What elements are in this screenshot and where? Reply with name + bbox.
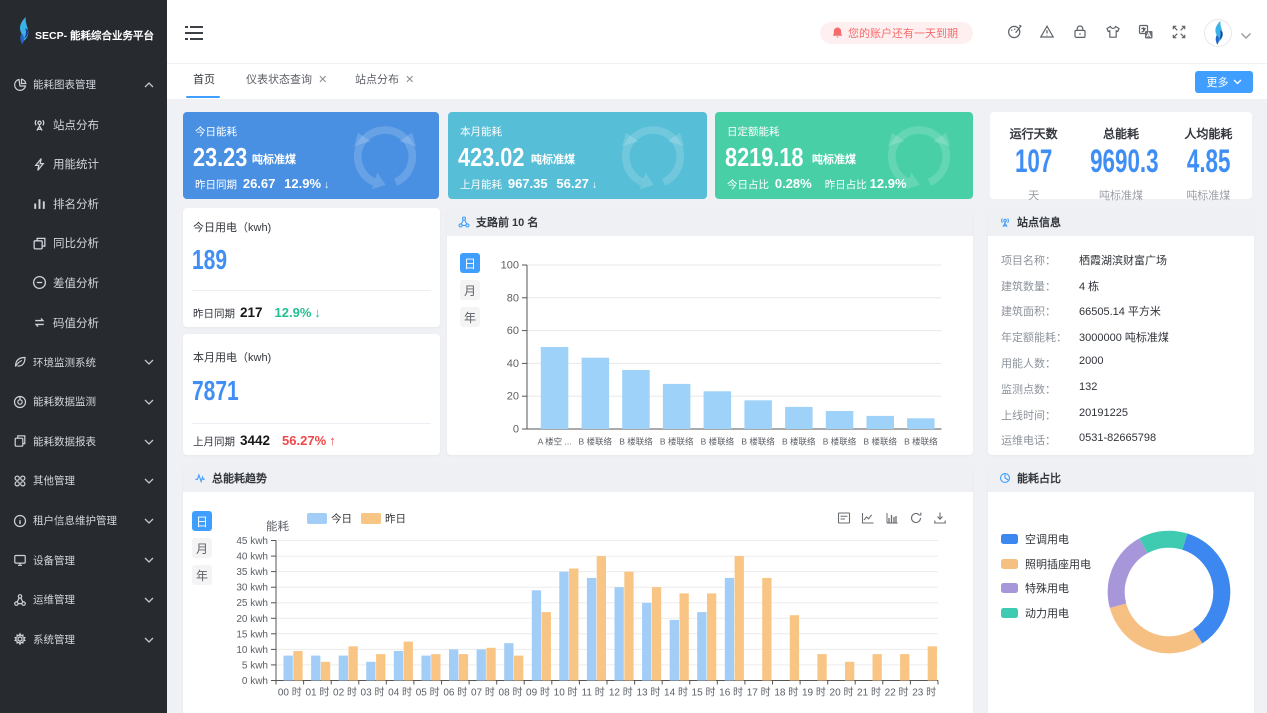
svg-text:B 楼联络: B 楼联络 <box>741 437 775 447</box>
svg-text:40: 40 <box>507 358 519 370</box>
svg-text:22 时: 22 时 <box>885 687 909 699</box>
svg-text:16 时: 16 时 <box>719 687 743 699</box>
svg-text:19 时: 19 时 <box>802 687 826 699</box>
svg-text:5 kwh: 5 kwh <box>242 660 268 671</box>
svg-text:08 时: 08 时 <box>499 687 523 699</box>
svg-text:17 时: 17 时 <box>747 687 771 699</box>
svg-text:10 时: 10 时 <box>554 687 578 699</box>
svg-text:13 时: 13 时 <box>636 687 660 699</box>
svg-text:25 kwh: 25 kwh <box>236 598 268 609</box>
svg-text:02 时: 02 时 <box>333 687 357 699</box>
svg-text:07 时: 07 时 <box>471 687 495 699</box>
svg-text:B 楼联络: B 楼联络 <box>823 437 857 447</box>
svg-text:30 kwh: 30 kwh <box>236 583 268 594</box>
svg-text:18 时: 18 时 <box>774 687 798 699</box>
svg-text:00 时: 00 时 <box>278 687 302 699</box>
svg-text:04 时: 04 时 <box>388 687 412 699</box>
svg-text:0: 0 <box>513 424 519 436</box>
svg-text:45 kwh: 45 kwh <box>236 536 268 547</box>
svg-text:35 kwh: 35 kwh <box>236 567 268 578</box>
svg-text:B 楼联络: B 楼联络 <box>619 437 653 447</box>
svg-text:14 时: 14 时 <box>664 687 688 699</box>
svg-text:20 kwh: 20 kwh <box>236 614 268 625</box>
svg-text:09 时: 09 时 <box>526 687 550 699</box>
svg-text:40 kwh: 40 kwh <box>236 552 268 563</box>
svg-text:10 kwh: 10 kwh <box>236 645 268 656</box>
svg-text:B 楼联络: B 楼联络 <box>904 437 938 447</box>
svg-text:20: 20 <box>507 391 519 403</box>
svg-text:06 时: 06 时 <box>443 687 467 699</box>
svg-text:B 楼联络: B 楼联络 <box>863 437 897 447</box>
svg-text:20 时: 20 时 <box>830 687 854 699</box>
svg-text:11 时: 11 时 <box>582 687 605 699</box>
svg-text:A 楼空 ...: A 楼空 ... <box>538 437 572 447</box>
svg-text:B 楼联络: B 楼联络 <box>660 437 694 447</box>
svg-text:23 时: 23 时 <box>912 687 936 699</box>
svg-text:05 时: 05 时 <box>416 687 440 699</box>
svg-text:15 时: 15 时 <box>692 687 716 699</box>
svg-text:60: 60 <box>507 325 519 337</box>
svg-text:01 时: 01 时 <box>305 687 329 699</box>
svg-text:B 楼联络: B 楼联络 <box>579 437 613 447</box>
svg-text:15 kwh: 15 kwh <box>236 629 268 640</box>
svg-text:03 时: 03 时 <box>361 687 385 699</box>
svg-text:80: 80 <box>507 292 519 304</box>
svg-text:21 时: 21 时 <box>857 687 881 699</box>
svg-text:100: 100 <box>501 260 519 272</box>
svg-text:B 楼联络: B 楼联络 <box>782 437 816 447</box>
svg-text:0 kwh: 0 kwh <box>242 676 268 687</box>
svg-text:12 时: 12 时 <box>609 687 633 699</box>
svg-text:B 楼联络: B 楼联络 <box>701 437 735 447</box>
